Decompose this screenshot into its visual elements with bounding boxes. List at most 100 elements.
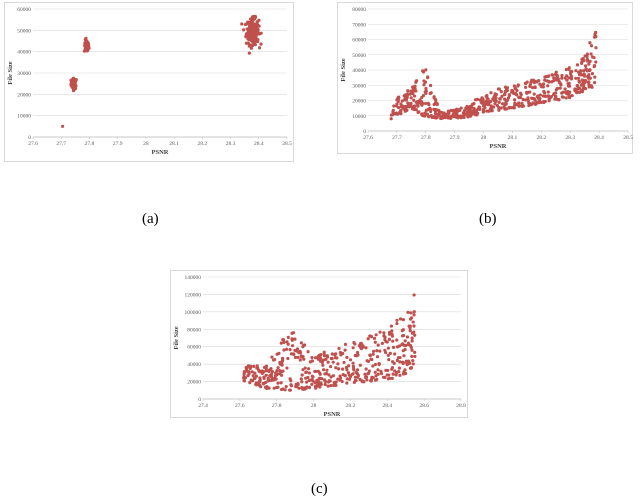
data-point (340, 379, 344, 384)
data-point (248, 30, 252, 34)
data-point (554, 94, 558, 99)
data-point (427, 102, 431, 107)
data-point (355, 350, 360, 355)
x-tick-label: 28.3 (565, 135, 575, 141)
data-point (497, 100, 501, 104)
data-point (517, 104, 521, 108)
data-point (567, 81, 571, 85)
data-point (282, 340, 286, 344)
data-point (378, 349, 382, 353)
data-point (590, 72, 595, 76)
data-point (358, 363, 362, 367)
data-point (586, 80, 590, 84)
data-point (278, 360, 282, 365)
data-point (353, 353, 357, 358)
data-point (397, 370, 401, 374)
data-point (442, 115, 446, 119)
data-point (288, 388, 292, 392)
x-tick-label: 28.5 (282, 141, 292, 147)
data-point (376, 343, 380, 347)
data-point (72, 86, 76, 90)
data-point (404, 109, 408, 113)
data-point (246, 33, 250, 37)
data-point (537, 97, 541, 101)
y-tick-label: 80000 (187, 327, 201, 333)
data-point (373, 370, 377, 374)
data-point (249, 378, 253, 382)
data-point (315, 384, 319, 388)
data-point (255, 364, 259, 368)
data-point (369, 334, 373, 338)
data-point (248, 381, 252, 385)
data-point (503, 85, 508, 89)
data-point (556, 77, 560, 81)
data-point (414, 89, 418, 93)
data-point (316, 354, 320, 359)
data-point (521, 104, 526, 108)
data-point (424, 89, 428, 93)
x-tick-label: 28 (481, 135, 487, 141)
data-point (284, 385, 288, 389)
data-point (386, 368, 390, 373)
data-point (489, 99, 493, 104)
data-point (246, 37, 250, 41)
data-point (517, 101, 521, 105)
data-point (464, 107, 468, 111)
data-point (588, 59, 592, 64)
data-point (310, 359, 315, 363)
data-point (251, 374, 255, 378)
data-point (345, 355, 349, 359)
data-point (364, 346, 368, 350)
data-point (275, 369, 279, 373)
data-point (382, 331, 386, 335)
data-point (567, 76, 571, 80)
scatter-points (389, 30, 598, 121)
data-point (512, 84, 516, 88)
chart-panel-b: 0 10000 20000 30000 40000 50000 60000 70000 8000… (337, 2, 633, 154)
x-tick-label: 28.1 (508, 135, 518, 141)
data-point (528, 82, 533, 87)
data-point (304, 370, 308, 375)
x-tick-label: 28.2 (346, 403, 356, 409)
data-point (577, 80, 582, 84)
data-point (399, 109, 403, 113)
x-tick-label: 28.6 (419, 403, 429, 409)
data-point (302, 343, 307, 347)
y-tick-label: 140000 (185, 275, 202, 281)
data-point (299, 354, 303, 358)
data-point (570, 69, 574, 74)
x-tick-label: 28 (143, 141, 149, 147)
data-point (403, 104, 408, 109)
data-point (264, 364, 269, 368)
data-point (570, 93, 574, 98)
data-point (513, 98, 517, 102)
data-point (502, 93, 507, 97)
data-point (587, 76, 591, 80)
x-tick-label: 27.8 (85, 141, 95, 147)
y-tick-label: 10000 (17, 114, 31, 120)
data-point (400, 329, 404, 333)
data-point (462, 115, 466, 119)
x-tick-label: 27.6 (235, 403, 245, 409)
data-point (400, 342, 404, 347)
data-point (290, 344, 295, 348)
data-point (410, 354, 414, 358)
data-point (534, 101, 539, 105)
data-point (550, 73, 555, 77)
data-point (404, 98, 408, 102)
data-point (240, 22, 244, 26)
data-point (403, 347, 407, 352)
data-point (476, 111, 480, 115)
data-point (422, 83, 426, 87)
data-point (518, 91, 523, 95)
data-point (301, 368, 305, 372)
data-point (364, 367, 368, 371)
data-point (330, 352, 334, 356)
data-point (563, 76, 567, 80)
data-point (277, 372, 282, 376)
data-point (378, 330, 382, 334)
data-point (553, 97, 557, 101)
data-point (407, 105, 411, 109)
data-point (499, 90, 503, 94)
data-point (288, 348, 292, 352)
